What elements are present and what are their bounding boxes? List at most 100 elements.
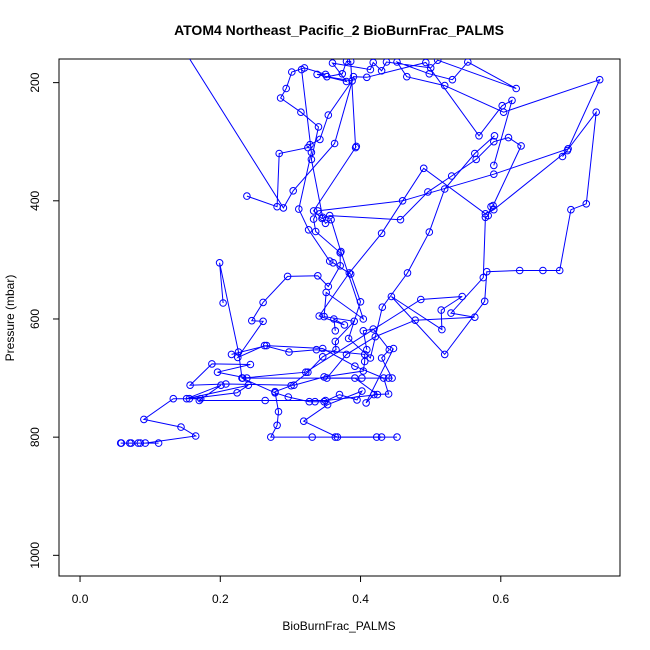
data-point [279, 204, 288, 212]
series-1 [215, 259, 386, 441]
data-point [297, 65, 306, 74]
data-point [330, 139, 339, 148]
series-5 [227, 341, 398, 407]
data-point [227, 350, 236, 359]
data-point [350, 317, 359, 326]
data-point [215, 259, 224, 267]
data-point [285, 348, 293, 356]
data-point [340, 321, 349, 329]
data-point [311, 397, 319, 406]
series-line [219, 262, 382, 438]
y-axis: 200 400 600 800 1000 [28, 72, 60, 569]
data-point [342, 77, 351, 86]
data-point [567, 205, 575, 214]
data-point [396, 215, 405, 224]
data-point [362, 399, 370, 407]
data-point [321, 219, 330, 228]
data-point [287, 381, 295, 390]
data-point [359, 315, 368, 323]
data-point [437, 306, 446, 314]
data-point [213, 368, 222, 377]
data-point [329, 259, 338, 267]
data-point [440, 350, 449, 359]
data-point [322, 288, 331, 297]
data-point [304, 226, 313, 234]
data-point [508, 96, 516, 105]
series-line [246, 60, 522, 379]
x-tick-label: 0.6 [492, 592, 509, 606]
series-2 [238, 108, 601, 382]
data-point [307, 148, 316, 157]
data-point [244, 381, 253, 390]
data-point [342, 59, 351, 66]
data-point [425, 228, 434, 236]
data-point [282, 84, 291, 93]
data-point [246, 360, 255, 369]
data-point [182, 49, 189, 56]
data-point [370, 390, 378, 399]
data-point [471, 313, 479, 322]
data-point [417, 295, 425, 304]
data-point [353, 396, 361, 404]
data-point [419, 164, 428, 173]
data-point [116, 439, 125, 447]
y-tick-label: 800 [28, 427, 42, 447]
x-tick-label: 0.0 [72, 592, 89, 606]
data-point [377, 354, 386, 362]
data-point [290, 381, 298, 390]
data-point [378, 303, 387, 312]
data-point [438, 325, 446, 334]
data-point [393, 433, 401, 441]
data-point [426, 64, 435, 72]
data-point [309, 215, 318, 223]
data-point [283, 272, 292, 281]
data-point [275, 149, 284, 158]
data-point [314, 272, 322, 280]
data-point [411, 316, 420, 325]
data-point [422, 59, 430, 67]
data-point [349, 72, 358, 81]
chart-title: ATOM4 Northeast_Pacific_2 BioBurnFrac_PA… [174, 22, 504, 38]
data-point [297, 108, 305, 116]
data-point [539, 266, 547, 275]
y-tick-label: 600 [28, 309, 42, 329]
data-point [363, 73, 371, 82]
data-point [259, 317, 267, 326]
y-tick-label: 400 [28, 190, 42, 210]
data-point [140, 415, 148, 424]
data-point [331, 327, 340, 335]
data-point [480, 297, 489, 306]
data-point [191, 432, 200, 440]
data-point [479, 273, 488, 282]
data-point [208, 360, 216, 368]
data-point [356, 298, 365, 306]
data-point [262, 341, 271, 350]
data-point [363, 345, 371, 354]
series-3 [243, 59, 525, 382]
data-point [360, 350, 369, 359]
data-point [243, 192, 251, 200]
data-point [331, 337, 340, 346]
data-point [389, 344, 398, 353]
data-point [358, 374, 366, 382]
data-point [318, 344, 327, 353]
data-point [388, 374, 396, 382]
data-point [352, 142, 361, 151]
data-point [185, 394, 194, 403]
series-line [120, 59, 601, 444]
data-point [289, 187, 298, 195]
data-point [366, 354, 375, 362]
x-axis-label: BioBurnFrac_PALMS [282, 619, 395, 633]
data-point [169, 394, 178, 403]
data-point [327, 215, 335, 224]
data-point [369, 59, 377, 67]
data-point [233, 389, 241, 397]
data-point [324, 111, 333, 119]
data-point [186, 381, 194, 390]
data-point [136, 439, 145, 447]
x-axis: 0.0 0.2 0.4 0.6 [72, 575, 509, 606]
data-point [305, 397, 314, 406]
data-point [276, 94, 285, 102]
data-point [141, 439, 150, 447]
plot-frame [58, 58, 621, 577]
